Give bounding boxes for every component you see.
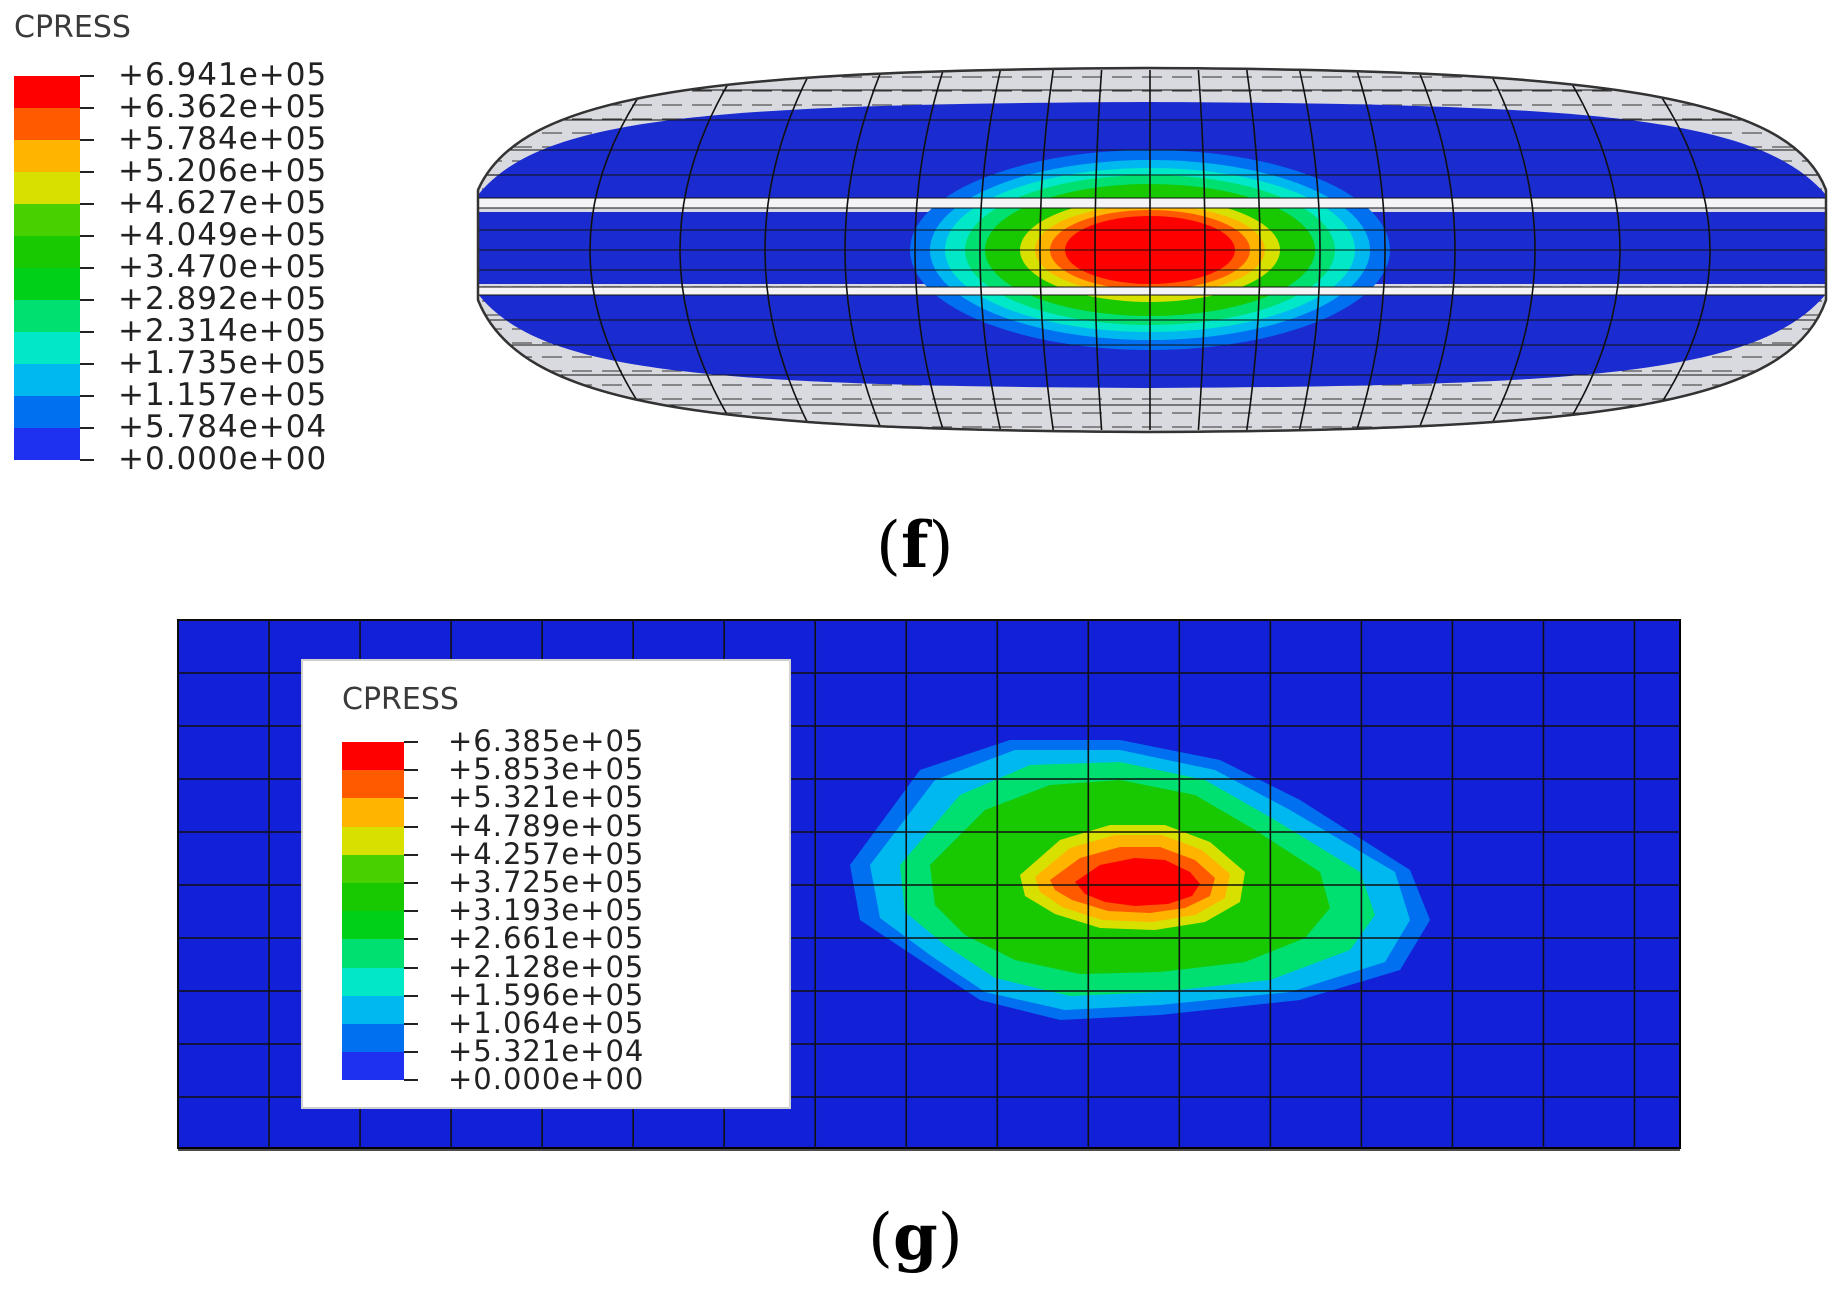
legend-g-swatch: [342, 1052, 404, 1081]
legend-f-tick: [80, 75, 94, 77]
legend-g-swatch: [342, 883, 404, 912]
legend-g-tick: [404, 1051, 418, 1054]
legend-f-label: +1.735e+05: [118, 344, 328, 381]
legend-f-tick: [80, 363, 94, 365]
legend-g-tick: [404, 825, 418, 828]
legend-f-swatch: [14, 204, 80, 236]
legend-f-tick: [80, 203, 94, 205]
legend-f-swatch: [14, 76, 80, 108]
legend-f-label: +1.157e+05: [118, 376, 328, 413]
legend-f-label: +0.000e+00: [118, 440, 328, 477]
legend-f-label: +5.784e+05: [118, 120, 328, 157]
legend-g-label: +5.321e+04: [448, 1034, 645, 1069]
legend-f-swatch: [14, 396, 80, 428]
caption-g-open: (: [868, 1201, 893, 1275]
legend-f-label: +4.627e+05: [118, 184, 328, 221]
legend-f-label: +3.470e+05: [118, 248, 328, 285]
legend-f-swatch: [14, 108, 80, 140]
legend-g-tick: [404, 966, 418, 969]
legend-f-swatch: [14, 172, 80, 204]
legend-g-label: +3.725e+05: [448, 865, 645, 900]
legend-f-label: +5.784e+04: [118, 408, 328, 445]
legend-g-label: +4.257e+05: [448, 836, 645, 871]
legend-f-label: +6.362e+05: [118, 88, 328, 125]
legend-g-label: +6.385e+05: [448, 724, 645, 759]
legend-f-swatch: [14, 140, 80, 172]
legend-f-swatch: [14, 236, 80, 268]
legend-f-label: +4.049e+05: [118, 216, 328, 253]
legend-g-label: +2.128e+05: [448, 949, 645, 984]
legend-g-tick: [404, 910, 418, 913]
legend-g-label: +1.064e+05: [448, 1006, 645, 1041]
tire-outline: [476, 66, 1828, 434]
legend-g-swatch: [342, 742, 404, 771]
caption-g: (g): [868, 1200, 963, 1275]
legend-f-label: +6.941e+05: [118, 56, 328, 93]
legend-f-swatch: [14, 332, 80, 364]
legend-g-swatch: [342, 939, 404, 968]
legend-g-swatch: [342, 826, 404, 855]
caption-g-close: ): [937, 1201, 963, 1275]
legend-g-tick: [404, 797, 418, 800]
legend-g-label: +4.789e+05: [448, 808, 645, 843]
legend-g-label: +1.596e+05: [448, 977, 645, 1012]
legend-g-swatch: [342, 911, 404, 940]
legend-g-label: +0.000e+00: [448, 1062, 645, 1097]
legend-f-label: +2.892e+05: [118, 280, 328, 317]
legend-g-tick: [404, 938, 418, 941]
mesh-grid-f: [478, 69, 1826, 431]
legend-g-label: +2.661e+05: [448, 921, 645, 956]
contour-plot-f: [476, 66, 1828, 434]
panel-f: CPRESS +6.941e+05 +6.362e+05 +5.784e+05 +5.…: [0, 0, 1836, 600]
legend-f-tick: [80, 267, 94, 269]
contour-plot-g: [177, 619, 1681, 1151]
legend-f-tick: [80, 139, 94, 141]
legend-f-tick: [80, 459, 94, 461]
legend-g-swatch: [342, 967, 404, 996]
legend-f-tick: [80, 107, 94, 109]
legend-g-tick: [404, 1079, 418, 1082]
legend-f-swatch: [14, 268, 80, 300]
legend-f-tick: [80, 331, 94, 333]
legend-g-swatch: [342, 798, 404, 827]
legend-g-swatch: [342, 854, 404, 883]
caption-f: (f): [876, 508, 953, 583]
legend-g-label: +3.193e+05: [448, 893, 645, 928]
legend-f-swatch: [14, 428, 80, 460]
caption-g-letter: g: [892, 1200, 938, 1275]
caption-f-close: ): [928, 509, 954, 583]
legend-g-tick: [404, 741, 418, 743]
legend-f-tick: [80, 299, 94, 301]
legend-f-swatch: [14, 300, 80, 332]
legend-f-title: CPRESS: [14, 10, 131, 45]
legend-f-tick: [80, 427, 94, 429]
legend-f-label: +2.314e+05: [118, 312, 328, 349]
legend-g-title: CPRESS: [342, 682, 459, 717]
panel-g: CPRESS +6.385e+05 +5.853e+05 +5.321e+05 +4.…: [0, 600, 1836, 1293]
legend-g-tick: [404, 853, 418, 856]
legend-g-tick: [404, 769, 418, 772]
legend-g-swatch: [342, 995, 404, 1024]
legend-g-tick: [404, 1023, 418, 1025]
legend-f-swatch: [14, 364, 80, 396]
legend-g-tick: [404, 882, 418, 884]
legend-f-tick: [80, 171, 94, 173]
legend-g-swatch: [342, 770, 404, 799]
caption-f-open: (: [876, 509, 901, 583]
legend-g-label: +5.321e+05: [448, 780, 645, 815]
legend-g-tick: [404, 994, 418, 997]
legend-g-label: +5.853e+05: [448, 752, 645, 787]
caption-f-letter: f: [900, 508, 929, 583]
legend-f-tick: [80, 235, 94, 237]
legend-f-tick: [80, 395, 94, 397]
legend-g-swatch: [342, 1024, 404, 1053]
legend-f-label: +5.206e+05: [118, 152, 328, 189]
